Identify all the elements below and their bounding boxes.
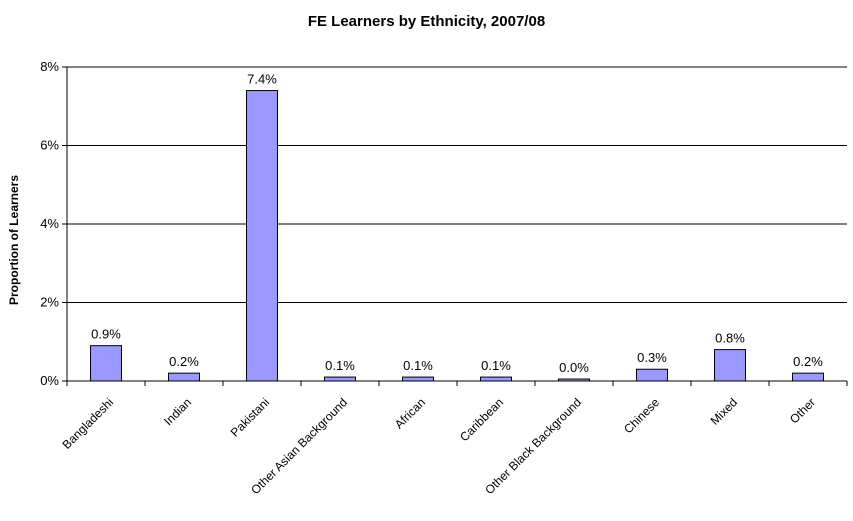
y-tick-label: 2% (40, 295, 59, 310)
bar (246, 90, 278, 382)
x-tick-label: Bangladeshi (60, 395, 117, 452)
data-label: 0.9% (91, 327, 121, 342)
y-tick-label: 4% (40, 216, 59, 231)
data-label: 0.8% (715, 331, 745, 346)
data-label: 0.1% (403, 358, 433, 373)
axes (62, 66, 848, 386)
data-label: 0.2% (793, 354, 823, 369)
x-tick-label: Chinese (621, 395, 662, 436)
bars (90, 90, 824, 382)
x-tick-label: Other (787, 395, 818, 426)
tick-labels: 0% 2% 4% 6% 8% Bangladeshi Indian Pakistani Othe… (40, 59, 818, 497)
data-label: 7.4% (247, 72, 277, 87)
y-tick-label: 0% (40, 373, 59, 388)
data-label: 0.1% (325, 358, 355, 373)
bar (90, 345, 122, 382)
y-tick-label: 8% (40, 59, 59, 74)
bar (792, 372, 824, 382)
data-label: 0.3% (637, 350, 667, 365)
bar (324, 376, 356, 382)
x-tick-label: Caribbean (457, 395, 506, 444)
x-tick-label: Pakistani (228, 395, 272, 439)
data-label: 0.0% (559, 360, 589, 375)
data-label: 0.1% (481, 358, 511, 373)
x-tick-label: African (392, 395, 428, 431)
bar (480, 376, 512, 382)
x-tick-label: Indian (161, 395, 194, 428)
data-label: 0.2% (169, 354, 199, 369)
data-labels: 0.9% 0.2% 7.4% 0.1% 0.1% 0.1% 0.0% 0.3% 0.8% 0.2% (91, 72, 823, 375)
gridlines (67, 66, 847, 303)
bar (402, 376, 434, 382)
x-tick-label: Mixed (708, 395, 741, 428)
bar (636, 368, 668, 382)
y-tick-label: 6% (40, 138, 59, 153)
bar (168, 372, 200, 382)
bar (714, 349, 746, 382)
chart-title: FE Learners by Ethnicity, 2007/08 (307, 13, 546, 30)
